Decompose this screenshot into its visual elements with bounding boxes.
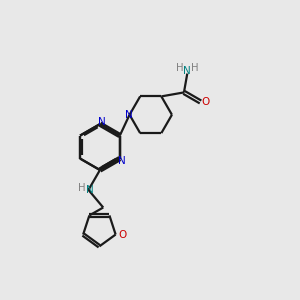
Text: H: H	[191, 63, 198, 73]
Text: O: O	[118, 230, 126, 239]
Text: O: O	[202, 97, 210, 107]
Text: N: N	[98, 117, 106, 127]
Text: N: N	[125, 110, 133, 120]
Text: H: H	[176, 63, 184, 73]
Text: N: N	[183, 66, 191, 76]
Text: N: N	[86, 185, 94, 195]
Text: H: H	[78, 183, 86, 194]
Text: N: N	[118, 156, 126, 166]
